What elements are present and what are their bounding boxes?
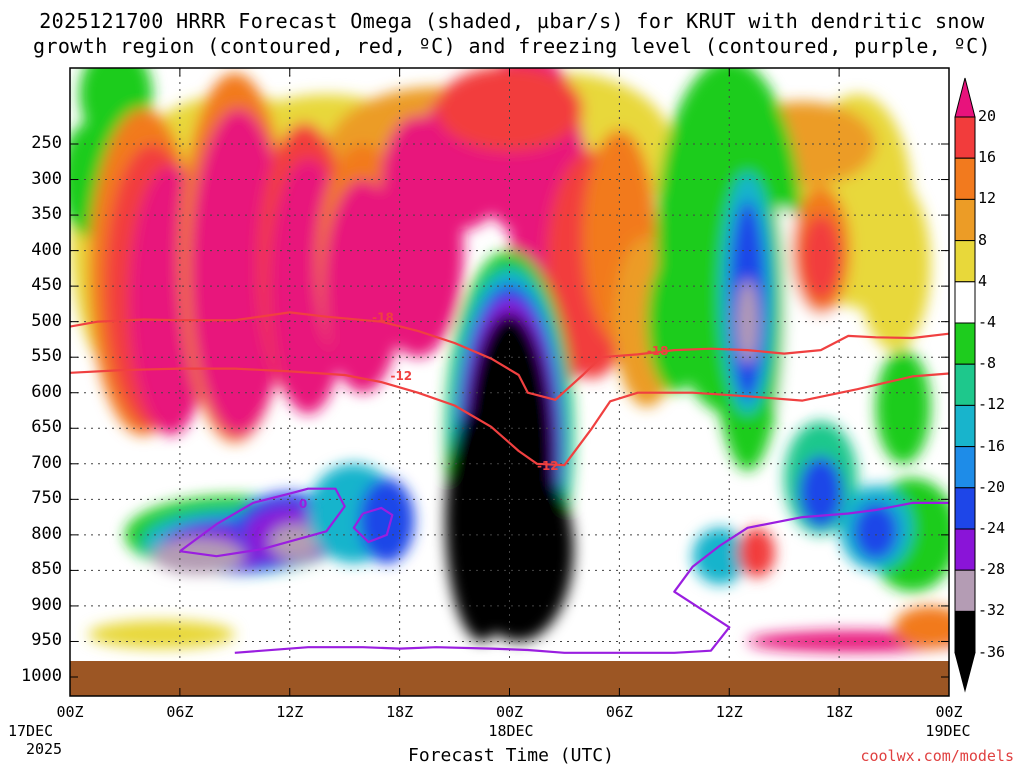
omega-blob (436, 68, 583, 152)
y-tick-label: 800 (31, 523, 62, 544)
omega-blob (894, 606, 949, 649)
axis-ticks (69, 68, 950, 696)
y-tick-label: 650 (31, 417, 62, 438)
omega-blob (445, 399, 519, 642)
omega-blob (853, 502, 898, 560)
colorbar-tick-label: -4 (978, 313, 997, 331)
colorbar-swatch (954, 487, 976, 530)
omega-blob (189, 108, 288, 436)
colorbar-tick-label: 16 (978, 148, 997, 167)
x-date-label-19dec: 19DEC (925, 722, 971, 740)
colorbar-swatch (954, 569, 976, 612)
x-date-label-17dec: 17DEC (8, 722, 54, 740)
x-axis-title: Forecast Time (UTC) (408, 745, 614, 766)
x-tick-label: 12Z (715, 703, 743, 721)
y-tick-label: 550 (31, 346, 62, 367)
x-date-label-18dec: 18DEC (488, 722, 534, 740)
colorbar-swatch (954, 446, 976, 489)
y-tick-label: 600 (31, 381, 62, 402)
y-tick-label: 500 (31, 310, 62, 331)
colorbar-swatch (954, 281, 976, 324)
y-tick-label: 700 (31, 452, 62, 473)
colorbar-swatch (954, 157, 976, 200)
y-tick-label: 400 (31, 239, 62, 260)
colorbar-tick-label: -24 (978, 519, 1006, 537)
temperature-contours: -18 -12 0 -18 -12 (70, 311, 949, 654)
colorbar-tick-label: -12 (978, 395, 1006, 414)
colorbar-tick-label: 12 (978, 189, 997, 208)
colorbar-bottom-arrow (954, 652, 976, 693)
colorbar-swatch (954, 116, 976, 159)
colorbar-swatch (954, 322, 976, 365)
contour-label: -18 (372, 311, 394, 325)
y-tick-label: 450 (31, 275, 62, 296)
omega-blob (646, 250, 702, 393)
contour-label: -12 (390, 369, 412, 383)
x-tick-label: 06Z (166, 703, 194, 721)
y-tick-label: 250 (31, 133, 62, 153)
omega-blob (269, 524, 321, 560)
omega-blob (359, 478, 415, 564)
chart-title-line-2: growth region (contoured, red, ºC) and f… (33, 34, 991, 58)
colorbar-swatch (954, 610, 976, 654)
credit-text: coolwx.com/models (860, 747, 1014, 765)
x-tick-label: 00Z (56, 703, 84, 721)
contour-line (234, 501, 949, 654)
colorbar (954, 77, 976, 693)
colorbar-top-arrow (954, 77, 976, 118)
contour-line (70, 367, 949, 467)
contour-label: -12 (537, 459, 559, 473)
colorbar-tick-label: -32 (978, 601, 1006, 620)
colorbar-tick-label: 4 (978, 271, 988, 290)
contour-label: -18 (647, 344, 669, 358)
chart-title-line-1: 2025121700 HRRR Forecast Omega (shaded, … (39, 9, 985, 33)
colorbar-swatch (954, 404, 976, 448)
y-tick-label: 950 (31, 630, 62, 651)
y-tick-label: 900 (31, 594, 62, 615)
contour-line (70, 311, 949, 401)
omega-blob (798, 456, 843, 528)
colorbar-swatch (954, 198, 976, 242)
omega-blob (736, 279, 759, 365)
colorbar-swatch (954, 240, 976, 283)
y-tick-label: 350 (31, 204, 62, 225)
colorbar-tick-label: -8 (978, 354, 997, 373)
omega-blob (875, 350, 931, 464)
colorbar-tick-label: -16 (978, 436, 1006, 455)
x-tick-label: 00Z (495, 703, 524, 721)
contour-line (179, 487, 346, 558)
colorbar-tick-label: 8 (978, 230, 988, 249)
x-tick-label: 18Z (386, 703, 414, 721)
contour-label: 0 (299, 497, 307, 511)
colorbar-swatch (954, 363, 976, 406)
colorbar-swatch (954, 528, 976, 571)
omega-blob (152, 538, 244, 574)
y-tick-label: 750 (31, 488, 62, 509)
colorbar-tick-label: -20 (978, 477, 1006, 496)
colorbar-tick-label: -36 (978, 642, 1006, 661)
omega-blob (800, 215, 841, 301)
x-tick-label: 18Z (825, 703, 853, 721)
contour-line (352, 506, 394, 544)
x-tick-label: 12Z (276, 703, 304, 721)
colorbar-tick-label: -28 (978, 560, 1006, 579)
y-tick-label: 1000 (21, 666, 62, 686)
omega-blob (88, 620, 235, 649)
y-tick-label: 850 (31, 559, 62, 580)
x-year-label: 2025 (25, 740, 63, 758)
omega-blob (857, 179, 931, 351)
x-tick-label: 06Z (605, 703, 633, 721)
omega-shading (70, 68, 949, 653)
shading-layers (70, 68, 949, 653)
y-tick-label: 300 (31, 168, 62, 189)
omega-blob (738, 527, 775, 578)
omega-blob (692, 527, 748, 585)
colorbar-tick-label: 20 (978, 107, 997, 125)
x-tick-label: 00Z (935, 703, 963, 721)
